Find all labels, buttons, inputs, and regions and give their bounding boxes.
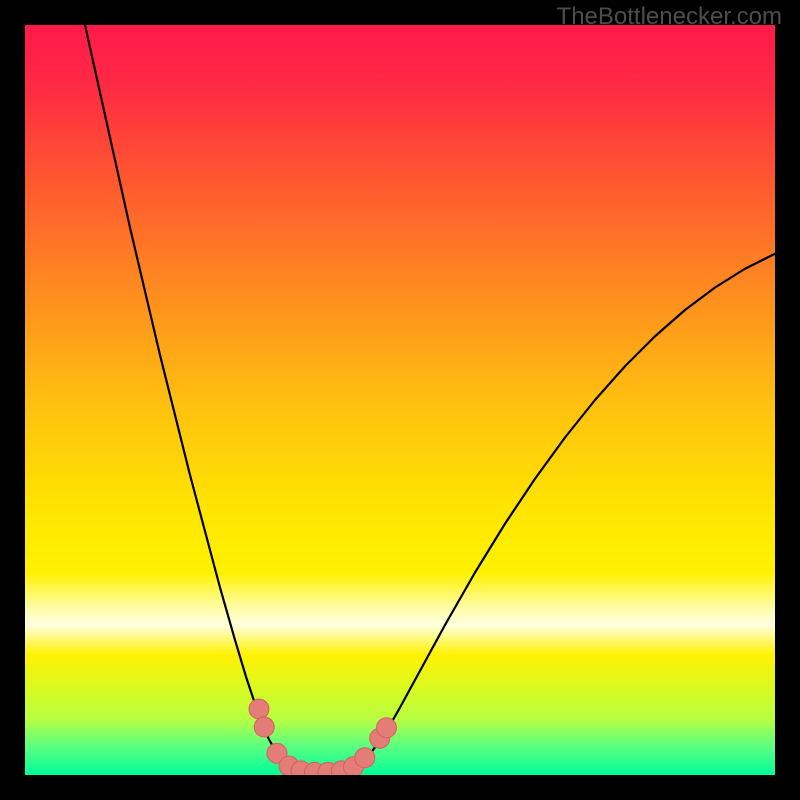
valley-marker: [249, 699, 269, 719]
valley-marker: [355, 748, 375, 768]
valley-marker: [254, 717, 274, 737]
bottleneck-chart: TheBottlenecker.com: [0, 0, 800, 800]
chart-svg: [0, 0, 800, 800]
plot-background: [25, 25, 775, 775]
valley-marker: [377, 718, 397, 738]
